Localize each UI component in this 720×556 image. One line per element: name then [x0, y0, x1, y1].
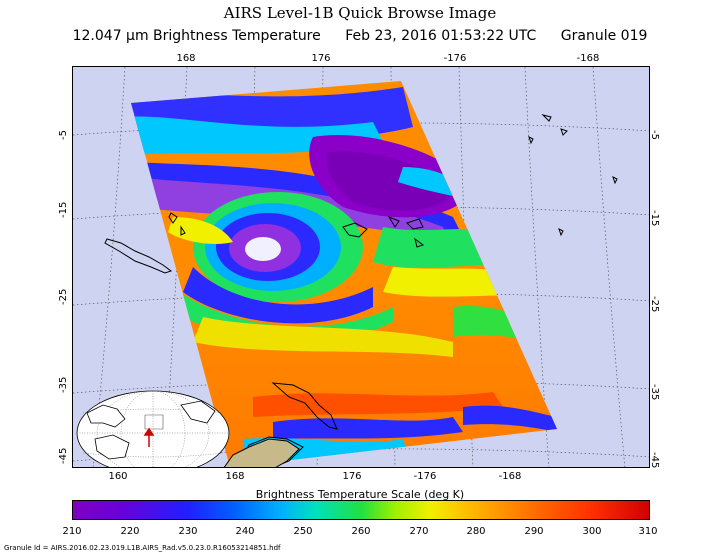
map-subtitle: 12.047 μm Brightness Temperature Feb 23,… — [0, 28, 720, 44]
granule-id-footer: Granule Id = AIRS.2016.02.23.019.L1B.AIR… — [4, 544, 281, 552]
right-lat-label: -45 — [649, 452, 660, 469]
subtitle-product: 12.047 μm Brightness Temperature — [72, 28, 321, 44]
colorbar-tick: 270 — [409, 526, 429, 537]
top-lon-label: 176 — [311, 53, 331, 64]
right-lat-label: -35 — [649, 384, 660, 401]
locator-globe — [76, 390, 230, 467]
bottom-lon-label: 168 — [225, 471, 245, 482]
left-lat-label: -15 — [58, 201, 69, 218]
left-lat-label: -5 — [58, 130, 69, 140]
colorbar-tick: 260 — [351, 526, 371, 537]
colorbar-tick: 230 — [178, 526, 198, 537]
colorbar — [72, 500, 650, 520]
map-title: AIRS Level-1B Quick Browse Image — [223, 4, 497, 22]
top-lon-label: -168 — [576, 53, 600, 64]
new-zealand-land — [223, 438, 300, 467]
right-lat-label: -5 — [649, 130, 660, 140]
colorbar-tick: 210 — [62, 526, 82, 537]
colorbar-tick: 280 — [466, 526, 486, 537]
map-panel — [72, 66, 650, 468]
colorbar-tick: 290 — [524, 526, 544, 537]
right-lat-label: -25 — [649, 296, 660, 313]
left-lat-label: -45 — [58, 447, 69, 464]
left-lat-label: -35 — [58, 376, 69, 393]
subtitle-datetime: Feb 23, 2016 01:53:22 UTC — [345, 28, 537, 44]
top-lon-label: -176 — [443, 53, 467, 64]
colorbar-tick: 240 — [235, 526, 255, 537]
bottom-lon-label: -168 — [498, 471, 522, 482]
colorbar-tick: 300 — [582, 526, 602, 537]
subtitle-granule: Granule 019 — [560, 28, 648, 44]
left-lat-label: -25 — [58, 288, 69, 305]
map-canvas — [73, 67, 649, 467]
bottom-lon-label: 160 — [108, 471, 128, 482]
right-lat-label: -15 — [649, 210, 660, 227]
colorbar-tick: 250 — [293, 526, 313, 537]
colorbar-tick: 220 — [120, 526, 140, 537]
colorbar-tick: 310 — [638, 526, 658, 537]
top-lon-label: 168 — [176, 53, 196, 64]
locator-arrow-icon — [143, 427, 155, 447]
bottom-lon-label: -176 — [413, 471, 437, 482]
colorbar-label: Brightness Temperature Scale (deg K) — [255, 488, 465, 501]
brightness-swath — [131, 81, 557, 467]
bottom-lon-label: 176 — [342, 471, 362, 482]
